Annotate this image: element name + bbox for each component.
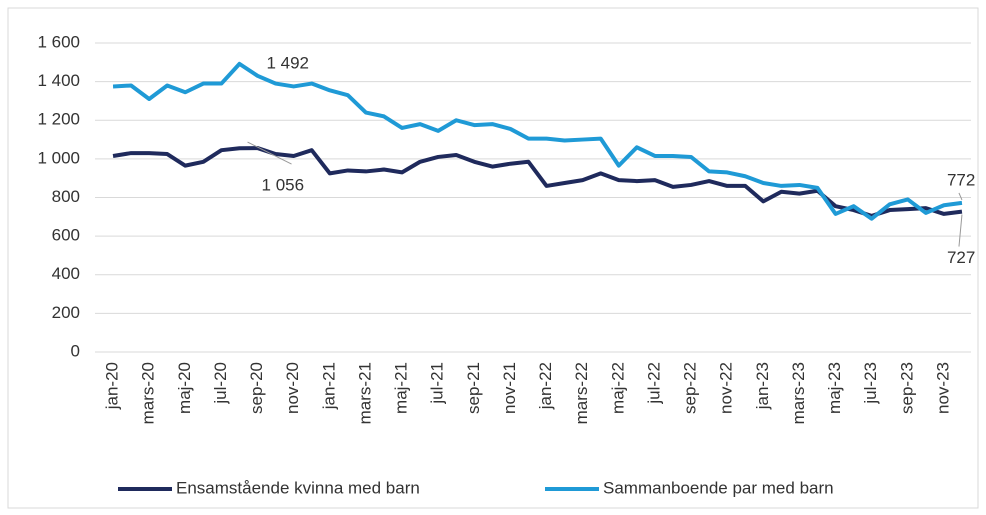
y-tick-label: 600 xyxy=(52,226,80,245)
label-leader xyxy=(958,192,963,201)
y-tick-label: 800 xyxy=(52,187,80,206)
x-tick-label: jan-20 xyxy=(103,362,122,410)
x-tick-label: jan-23 xyxy=(753,362,772,410)
x-tick-label: jul-23 xyxy=(861,362,880,405)
x-tick-label: jan-22 xyxy=(536,362,555,410)
chart-border xyxy=(7,7,979,509)
x-tick-label: nov-23 xyxy=(933,362,952,414)
legend-label: Sammanboende par med barn xyxy=(603,478,834,497)
y-tick-label: 1 200 xyxy=(37,110,80,129)
y-tick-label: 1 400 xyxy=(37,71,80,90)
legend-label: Ensamstående kvinna med barn xyxy=(176,478,420,497)
x-tick-label: jul-21 xyxy=(428,362,447,405)
data-label: 772 xyxy=(947,170,975,189)
x-tick-label: jul-22 xyxy=(644,362,663,405)
label-leader xyxy=(247,141,292,165)
x-tick-label: maj-23 xyxy=(825,362,844,414)
x-tick-label: maj-21 xyxy=(392,362,411,414)
label-leader xyxy=(958,214,963,247)
x-tick-label: mars-20 xyxy=(139,362,158,424)
y-tick-label: 1 600 xyxy=(37,32,80,51)
data-label: 1 056 xyxy=(262,176,305,195)
y-tick-label: 1 000 xyxy=(37,148,80,167)
data-label: 727 xyxy=(947,248,975,267)
y-tick-label: 200 xyxy=(52,303,80,322)
x-tick-label: mars-21 xyxy=(355,362,374,424)
x-tick-label: nov-22 xyxy=(717,362,736,414)
x-tick-label: sep-21 xyxy=(464,362,483,414)
y-tick-label: 400 xyxy=(52,264,80,283)
x-tick-label: mars-23 xyxy=(789,362,808,424)
series-line xyxy=(112,61,963,221)
x-tick-label: jan-21 xyxy=(319,362,338,410)
x-tick-label: maj-20 xyxy=(175,362,194,414)
x-tick-label: nov-21 xyxy=(500,362,519,414)
x-tick-label: jul-20 xyxy=(211,362,230,405)
series-line xyxy=(112,146,963,218)
x-tick-label: mars-22 xyxy=(572,362,591,424)
x-tick-label: sep-22 xyxy=(681,362,700,414)
x-tick-label: sep-20 xyxy=(247,362,266,414)
x-tick-label: sep-23 xyxy=(897,362,916,414)
x-tick-label: nov-20 xyxy=(283,362,302,414)
y-tick-label: 0 xyxy=(71,341,80,360)
x-tick-label: maj-22 xyxy=(608,362,627,414)
data-label: 1 492 xyxy=(266,53,309,72)
